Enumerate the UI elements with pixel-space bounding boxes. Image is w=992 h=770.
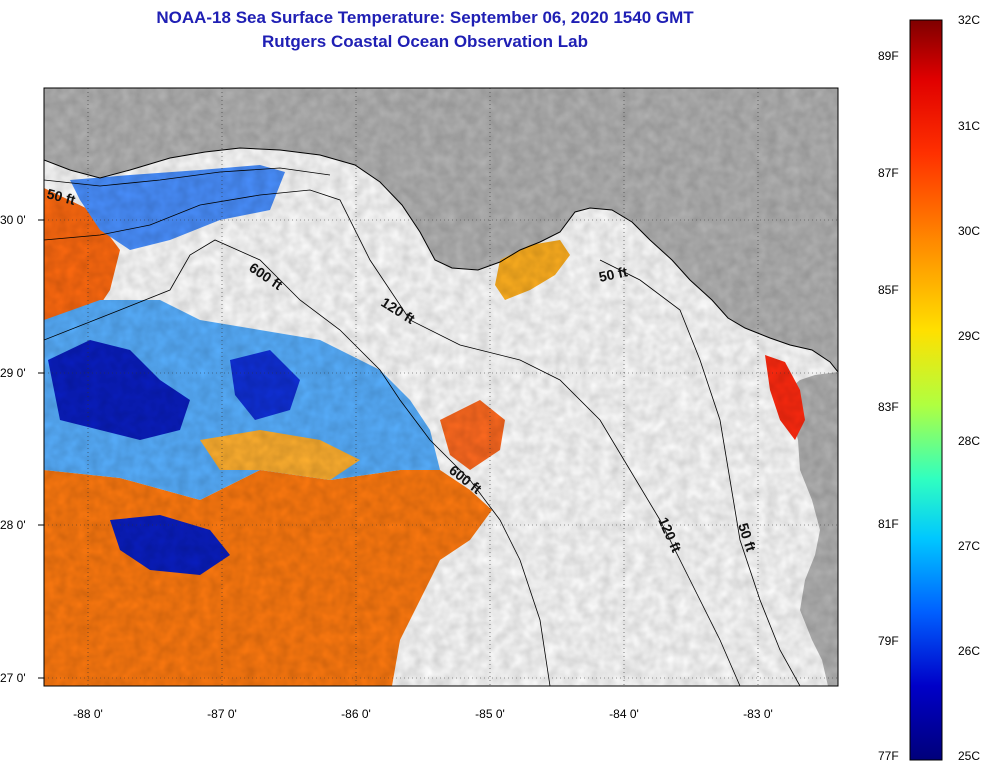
map-subtitle: Rutgers Coastal Ocean Observation Lab bbox=[262, 32, 588, 51]
colorbar-f-label: 89F bbox=[878, 49, 899, 63]
lon-tick-label: -84 0' bbox=[609, 707, 639, 721]
colorbar-c-label: 32C bbox=[958, 13, 980, 27]
lat-tick-label: 29 0' bbox=[0, 366, 26, 380]
graticule bbox=[44, 88, 838, 686]
colorbar-c-label: 25C bbox=[958, 749, 980, 763]
colorbar-c-label: 28C bbox=[958, 434, 980, 448]
colorbar-c-label: 27C bbox=[958, 539, 980, 553]
lon-tick-label: -83 0' bbox=[743, 707, 773, 721]
lat-tick-label: 28 0' bbox=[0, 518, 26, 532]
colorbar-f-label: 79F bbox=[878, 634, 899, 648]
colorbar-ramp bbox=[909, 19, 943, 761]
contour-120ft bbox=[44, 189, 741, 686]
colorbar-c-label: 31C bbox=[958, 119, 980, 133]
colorbar-f-label: 87F bbox=[878, 166, 899, 180]
lon-tick-label: -87 0' bbox=[207, 707, 237, 721]
lon-tick-label: -85 0' bbox=[475, 707, 505, 721]
lon-tick-label: -86 0' bbox=[341, 707, 371, 721]
colorbar-f-label: 85F bbox=[878, 283, 899, 297]
colorbar-f-label: 77F bbox=[878, 749, 899, 763]
colorbar-f-label: 81F bbox=[878, 517, 899, 531]
sst-texture bbox=[44, 88, 838, 686]
contour-label: 50 ft bbox=[45, 185, 77, 208]
colorbar-c-label: 30C bbox=[958, 224, 980, 238]
latitude-axis: 30 0' 29 0' 28 0' 27 0' bbox=[0, 213, 44, 685]
map-area bbox=[44, 88, 838, 686]
lon-tick-label: -88 0' bbox=[73, 707, 103, 721]
colorbar-c-label: 26C bbox=[958, 644, 980, 658]
map-frame bbox=[43, 87, 839, 687]
lat-tick-label: 27 0' bbox=[0, 671, 26, 685]
lat-tick-label: 30 0' bbox=[0, 213, 26, 227]
coastline bbox=[44, 147, 838, 373]
colorbar: 32C 31C 30C 29C 28C 27C 26C 25C 89F 87F … bbox=[878, 13, 980, 763]
contour-50ft-west bbox=[44, 167, 331, 187]
colorbar-f-label: 83F bbox=[878, 400, 899, 414]
map-title: NOAA-18 Sea Surface Temperature: Septemb… bbox=[156, 8, 694, 27]
contour-label: 50 ft bbox=[597, 263, 629, 285]
colorbar-c-label: 29C bbox=[958, 329, 980, 343]
contour-600ft bbox=[44, 239, 551, 686]
longitude-axis: -88 0' -87 0' -86 0' -85 0' -84 0' -83 0… bbox=[73, 707, 773, 721]
contour-50ft-east bbox=[599, 259, 801, 686]
